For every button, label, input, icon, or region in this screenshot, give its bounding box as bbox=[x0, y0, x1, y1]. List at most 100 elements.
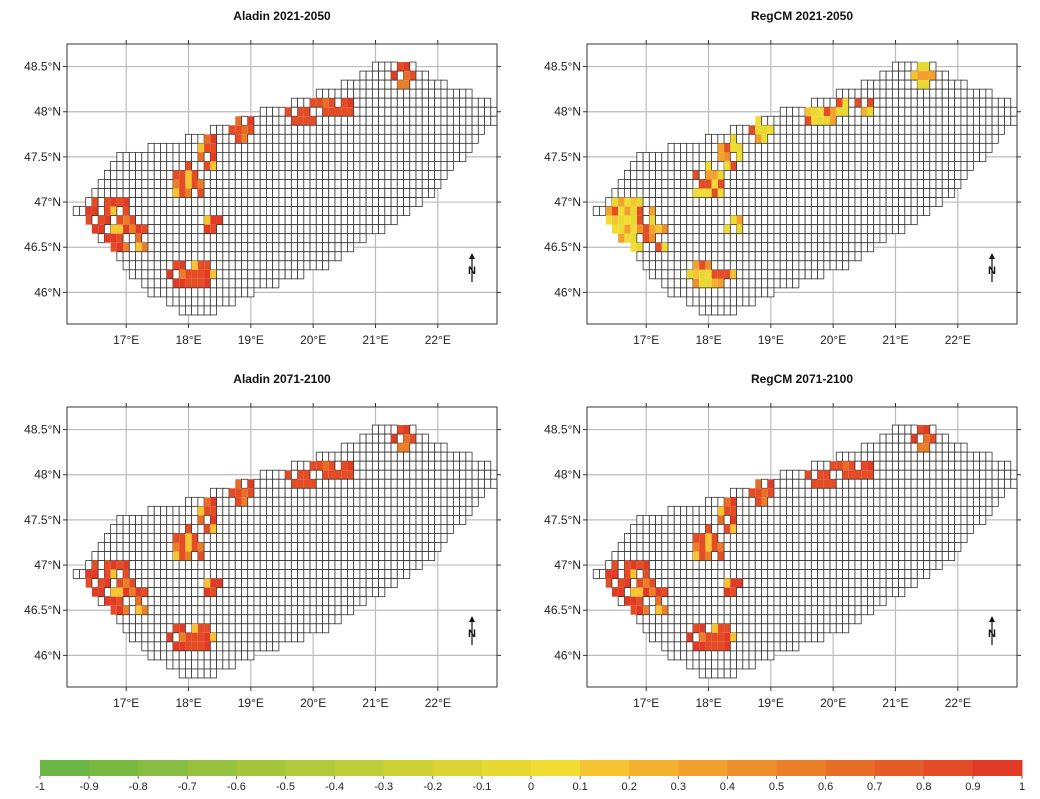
grid-cell bbox=[798, 569, 806, 580]
grid-cell bbox=[854, 478, 862, 489]
grid-cell bbox=[848, 596, 856, 607]
grid-cell bbox=[842, 206, 850, 217]
grid-cell bbox=[234, 650, 242, 661]
grid-cell bbox=[773, 560, 781, 570]
grid-cell bbox=[624, 206, 631, 216]
grid-cell bbox=[636, 215, 644, 225]
grid-cell bbox=[328, 478, 336, 489]
grid-cell bbox=[247, 116, 254, 126]
grid-cell bbox=[748, 161, 756, 171]
grid-cell bbox=[378, 179, 386, 189]
grid-cell bbox=[91, 551, 99, 561]
grid-cell bbox=[390, 442, 398, 453]
grid-cell bbox=[172, 614, 180, 625]
grid-cell bbox=[829, 142, 837, 153]
grid-cell bbox=[303, 170, 311, 180]
grid-cell bbox=[228, 296, 236, 307]
grid-cell bbox=[197, 641, 205, 651]
grid-cell bbox=[898, 79, 906, 90]
grid-cell bbox=[284, 542, 292, 552]
grid-cell bbox=[898, 469, 906, 480]
grid-cell bbox=[216, 650, 224, 661]
grid-cell bbox=[234, 260, 242, 271]
grid-cell bbox=[135, 533, 143, 543]
grid-cell bbox=[185, 605, 193, 616]
grid-cell bbox=[341, 461, 348, 471]
grid-cell bbox=[122, 188, 130, 198]
latitude-label: 48°N bbox=[554, 105, 581, 119]
grid-cell bbox=[661, 587, 669, 597]
grid-cell bbox=[829, 578, 837, 589]
grid-cell bbox=[879, 487, 887, 498]
grid-cell bbox=[754, 641, 762, 652]
grid-cell bbox=[266, 496, 274, 507]
grid-cell bbox=[353, 442, 361, 453]
grid-cell bbox=[997, 97, 1005, 108]
grid-cell bbox=[723, 296, 731, 307]
grid-cell bbox=[792, 496, 800, 507]
grid-cell bbox=[748, 505, 756, 516]
grid-cell bbox=[717, 206, 725, 217]
grid-cell bbox=[185, 296, 193, 307]
grid-cell bbox=[166, 151, 174, 162]
grid-cell bbox=[748, 179, 756, 189]
grid-cell bbox=[686, 560, 694, 570]
grid-cell bbox=[854, 614, 862, 625]
grid-cell bbox=[705, 514, 713, 525]
grid-cell bbox=[779, 170, 787, 180]
grid-cell bbox=[854, 197, 862, 207]
grid-cell bbox=[328, 215, 336, 226]
grid-cell bbox=[724, 152, 731, 162]
grid-cell bbox=[390, 179, 398, 189]
grid-cell bbox=[384, 460, 392, 471]
grid-cell bbox=[228, 605, 236, 616]
grid-cell bbox=[829, 242, 837, 253]
grid-cell bbox=[347, 142, 355, 153]
grid-cell bbox=[829, 614, 837, 625]
latitude-label: 47.5°N bbox=[24, 150, 61, 164]
grid-cell bbox=[297, 505, 305, 516]
grid-cell bbox=[359, 478, 367, 489]
grid-cell bbox=[241, 596, 249, 607]
grid-cell bbox=[384, 88, 392, 99]
colorbar-label: 0.7 bbox=[867, 781, 882, 793]
grid-cell bbox=[723, 650, 731, 661]
grid-cell bbox=[673, 269, 681, 280]
grid-cell bbox=[711, 161, 719, 171]
grid-cell bbox=[253, 587, 261, 598]
grid-cell bbox=[848, 605, 856, 616]
grid-cell bbox=[334, 197, 342, 207]
grid-cell bbox=[234, 623, 242, 634]
grid-cell bbox=[779, 142, 787, 153]
grid-cell bbox=[648, 197, 656, 207]
grid-cell bbox=[116, 251, 124, 262]
grid-cell bbox=[390, 206, 398, 217]
grid-cell bbox=[403, 425, 410, 435]
grid-cell bbox=[948, 79, 956, 90]
grid-cell bbox=[178, 560, 186, 570]
grid-cell bbox=[403, 533, 411, 543]
grid-cell bbox=[234, 596, 242, 607]
grid-cell bbox=[259, 124, 267, 135]
grid-cell bbox=[673, 650, 681, 661]
grid-cell bbox=[948, 469, 956, 480]
grid-cell bbox=[667, 650, 675, 661]
grid-cell bbox=[191, 578, 199, 589]
grid-cell bbox=[203, 233, 211, 244]
grid-cell bbox=[867, 451, 875, 462]
grid-cell bbox=[247, 161, 255, 171]
grid-cell bbox=[390, 533, 398, 543]
grid-cell bbox=[328, 124, 336, 135]
grid-cell bbox=[935, 133, 943, 144]
grid-cell bbox=[160, 605, 168, 616]
grid-cell bbox=[153, 560, 161, 570]
grid-cell bbox=[773, 251, 781, 262]
grid-cell bbox=[297, 605, 305, 616]
grid-cell bbox=[116, 197, 124, 207]
grid-cell bbox=[340, 524, 348, 534]
grid-cell bbox=[792, 505, 800, 516]
grid-cell bbox=[680, 278, 688, 289]
grid-cell bbox=[353, 97, 361, 108]
grid-cell bbox=[222, 269, 230, 280]
grid-cell bbox=[767, 650, 775, 661]
